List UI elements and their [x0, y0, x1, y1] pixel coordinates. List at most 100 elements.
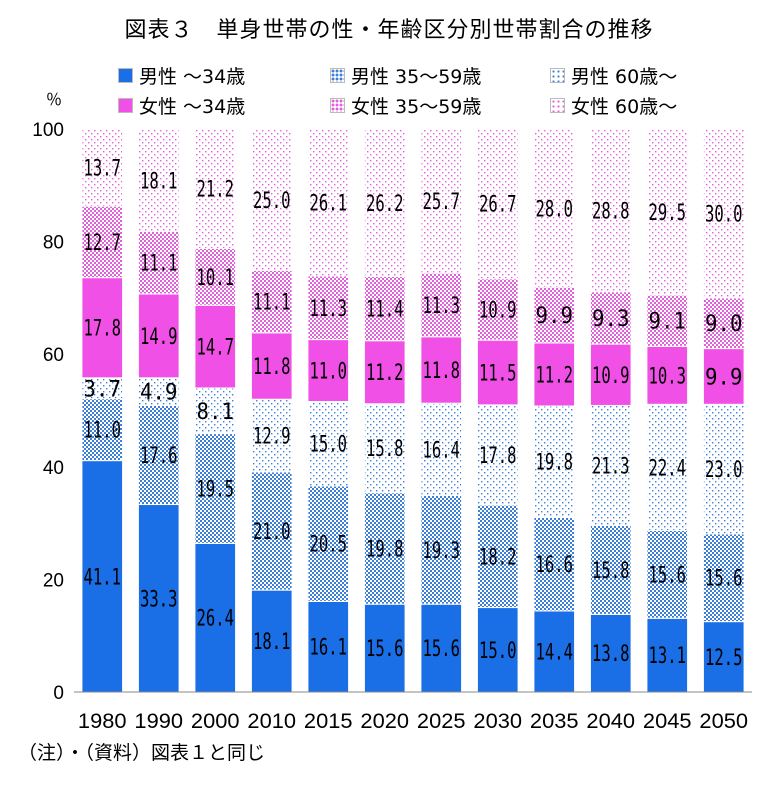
legend-label: 女性 60歳～	[571, 96, 678, 118]
legend-item-female-60plus: 女性 60歳～	[550, 92, 677, 119]
data-label: 11.8	[423, 359, 460, 384]
data-label: 30.0	[705, 202, 742, 227]
data-label: 11.0	[84, 419, 121, 444]
y-tick-label: 40	[43, 458, 64, 479]
data-label: 14.7	[197, 336, 234, 361]
bar-segment-2-2025	[420, 402, 463, 497]
bar-segment-0-1980	[81, 460, 124, 693]
data-label: 26.7	[479, 193, 516, 218]
data-label: 21.2	[197, 178, 234, 203]
legend-swatch	[330, 68, 345, 83]
data-label: 21.0	[253, 520, 290, 545]
bar-segment-1-2010	[250, 471, 293, 591]
bar-segment-5-2030	[476, 127, 519, 280]
data-label: 11.1	[140, 252, 177, 277]
bar-segment-1-2020	[363, 492, 406, 605]
data-label: 11.2	[536, 363, 573, 388]
x-tick-label: 2035	[530, 710, 579, 733]
x-tick-label: 2010	[247, 710, 296, 733]
legend-item-female-under34: 女性 ～34歳	[118, 92, 245, 119]
bar-segment-5-2040	[589, 129, 632, 293]
data-label: 11.5	[479, 362, 516, 387]
data-label: 21.3	[592, 454, 629, 479]
data-label: 12.9	[253, 425, 290, 450]
data-label: 4.9	[140, 381, 177, 406]
bar-segment-0-2010	[250, 589, 293, 693]
x-tick-label: 1990	[134, 710, 183, 733]
bar-segment-3-1980	[81, 277, 124, 379]
legend-swatch	[118, 68, 133, 83]
bar-segment-5-2020	[363, 128, 406, 278]
data-label: 20.5	[310, 533, 347, 558]
data-label: 15.0	[310, 433, 347, 458]
bar-segment-4-2040	[589, 291, 632, 345]
bar-segment-0-2030	[476, 607, 519, 693]
y-tick-label: 100	[32, 120, 64, 141]
x-tick-label: 2000	[191, 710, 240, 733]
bar-segment-1-1990	[137, 404, 180, 506]
legend-label: 男性 ～34歳	[139, 66, 246, 88]
bar-segment-3-2020	[363, 340, 406, 405]
x-tick-label: 2050	[699, 710, 748, 733]
data-label: 16.4	[423, 438, 460, 463]
data-label: 11.3	[310, 297, 347, 322]
bar-segment-3-2000	[194, 304, 237, 389]
bar-segment-5-2010	[250, 129, 293, 271]
data-label: 15.6	[705, 567, 742, 592]
bar-segment-0-2000	[194, 542, 237, 693]
data-label: 18.2	[479, 545, 516, 570]
data-label: 9.0	[705, 312, 742, 337]
legend: 男性 ～34歳 男性 35～59歳 男性 60歳～ 女性 ～34歳 女性 35～…	[118, 62, 758, 118]
y-axis-unit: ％	[46, 90, 63, 109]
data-label: 10.3	[649, 364, 686, 389]
y-tick-label: 60	[43, 345, 64, 366]
legend-swatch	[330, 98, 345, 113]
data-label: 28.8	[592, 200, 629, 225]
bar-segment-0-2020	[363, 603, 406, 693]
bar-segment-2-2015	[307, 400, 350, 487]
y-tick-label: 0	[53, 683, 64, 704]
bar-segment-3-2050	[702, 348, 745, 405]
data-label: 19.8	[536, 451, 573, 476]
bar-segment-2-1990	[137, 377, 180, 406]
legend-label: 女性 ～34歳	[139, 96, 246, 118]
x-tick-label: 2040	[586, 710, 635, 733]
bar-segment-5-2050	[702, 128, 745, 299]
legend-label: 女性 35～59歳	[351, 96, 482, 118]
bar-segment-2-2010	[250, 398, 293, 473]
data-label: 16.1	[310, 636, 347, 661]
data-label: 18.1	[253, 630, 290, 655]
data-label: 15.8	[366, 437, 403, 462]
bar-segment-5-2000	[194, 128, 237, 249]
data-label: 11.3	[423, 294, 460, 319]
bar-segment-1-2045	[646, 529, 689, 619]
legend-swatch	[550, 98, 565, 113]
data-label: 12.7	[84, 231, 121, 256]
data-label: 15.6	[366, 637, 403, 662]
bar-segment-0-2050	[702, 621, 745, 693]
chart-title: 図表３ 単身世帯の性・年齢区分別世帯割合の推移	[124, 18, 654, 43]
bar-segment-2-2050	[702, 403, 745, 535]
bar-segment-4-2020	[363, 276, 406, 342]
bar-segment-4-2000	[194, 247, 237, 306]
legend-swatch	[118, 98, 133, 113]
data-label: 26.1	[310, 191, 347, 216]
bar-segment-4-2030	[476, 278, 519, 341]
bar-segment-0-2040	[589, 613, 632, 693]
data-label: 11.2	[366, 361, 403, 386]
data-label: 26.2	[366, 192, 403, 217]
y-tick-label: 20	[43, 570, 64, 591]
bar-segment-4-2045	[646, 294, 689, 347]
data-label: 13.1	[649, 644, 686, 669]
bar-segment-5-2015	[307, 128, 350, 277]
data-label: 26.4	[197, 607, 234, 632]
data-label: 28.0	[536, 197, 573, 222]
data-label: 33.3	[140, 587, 177, 612]
bar-segment-1-2015	[307, 485, 350, 602]
legend-item-male-60plus: 男性 60歳～	[550, 62, 677, 89]
data-label: 15.6	[423, 637, 460, 662]
data-label: 19.8	[366, 537, 403, 562]
data-label: 9.3	[592, 307, 629, 332]
x-tick-label: 2020	[360, 710, 409, 733]
